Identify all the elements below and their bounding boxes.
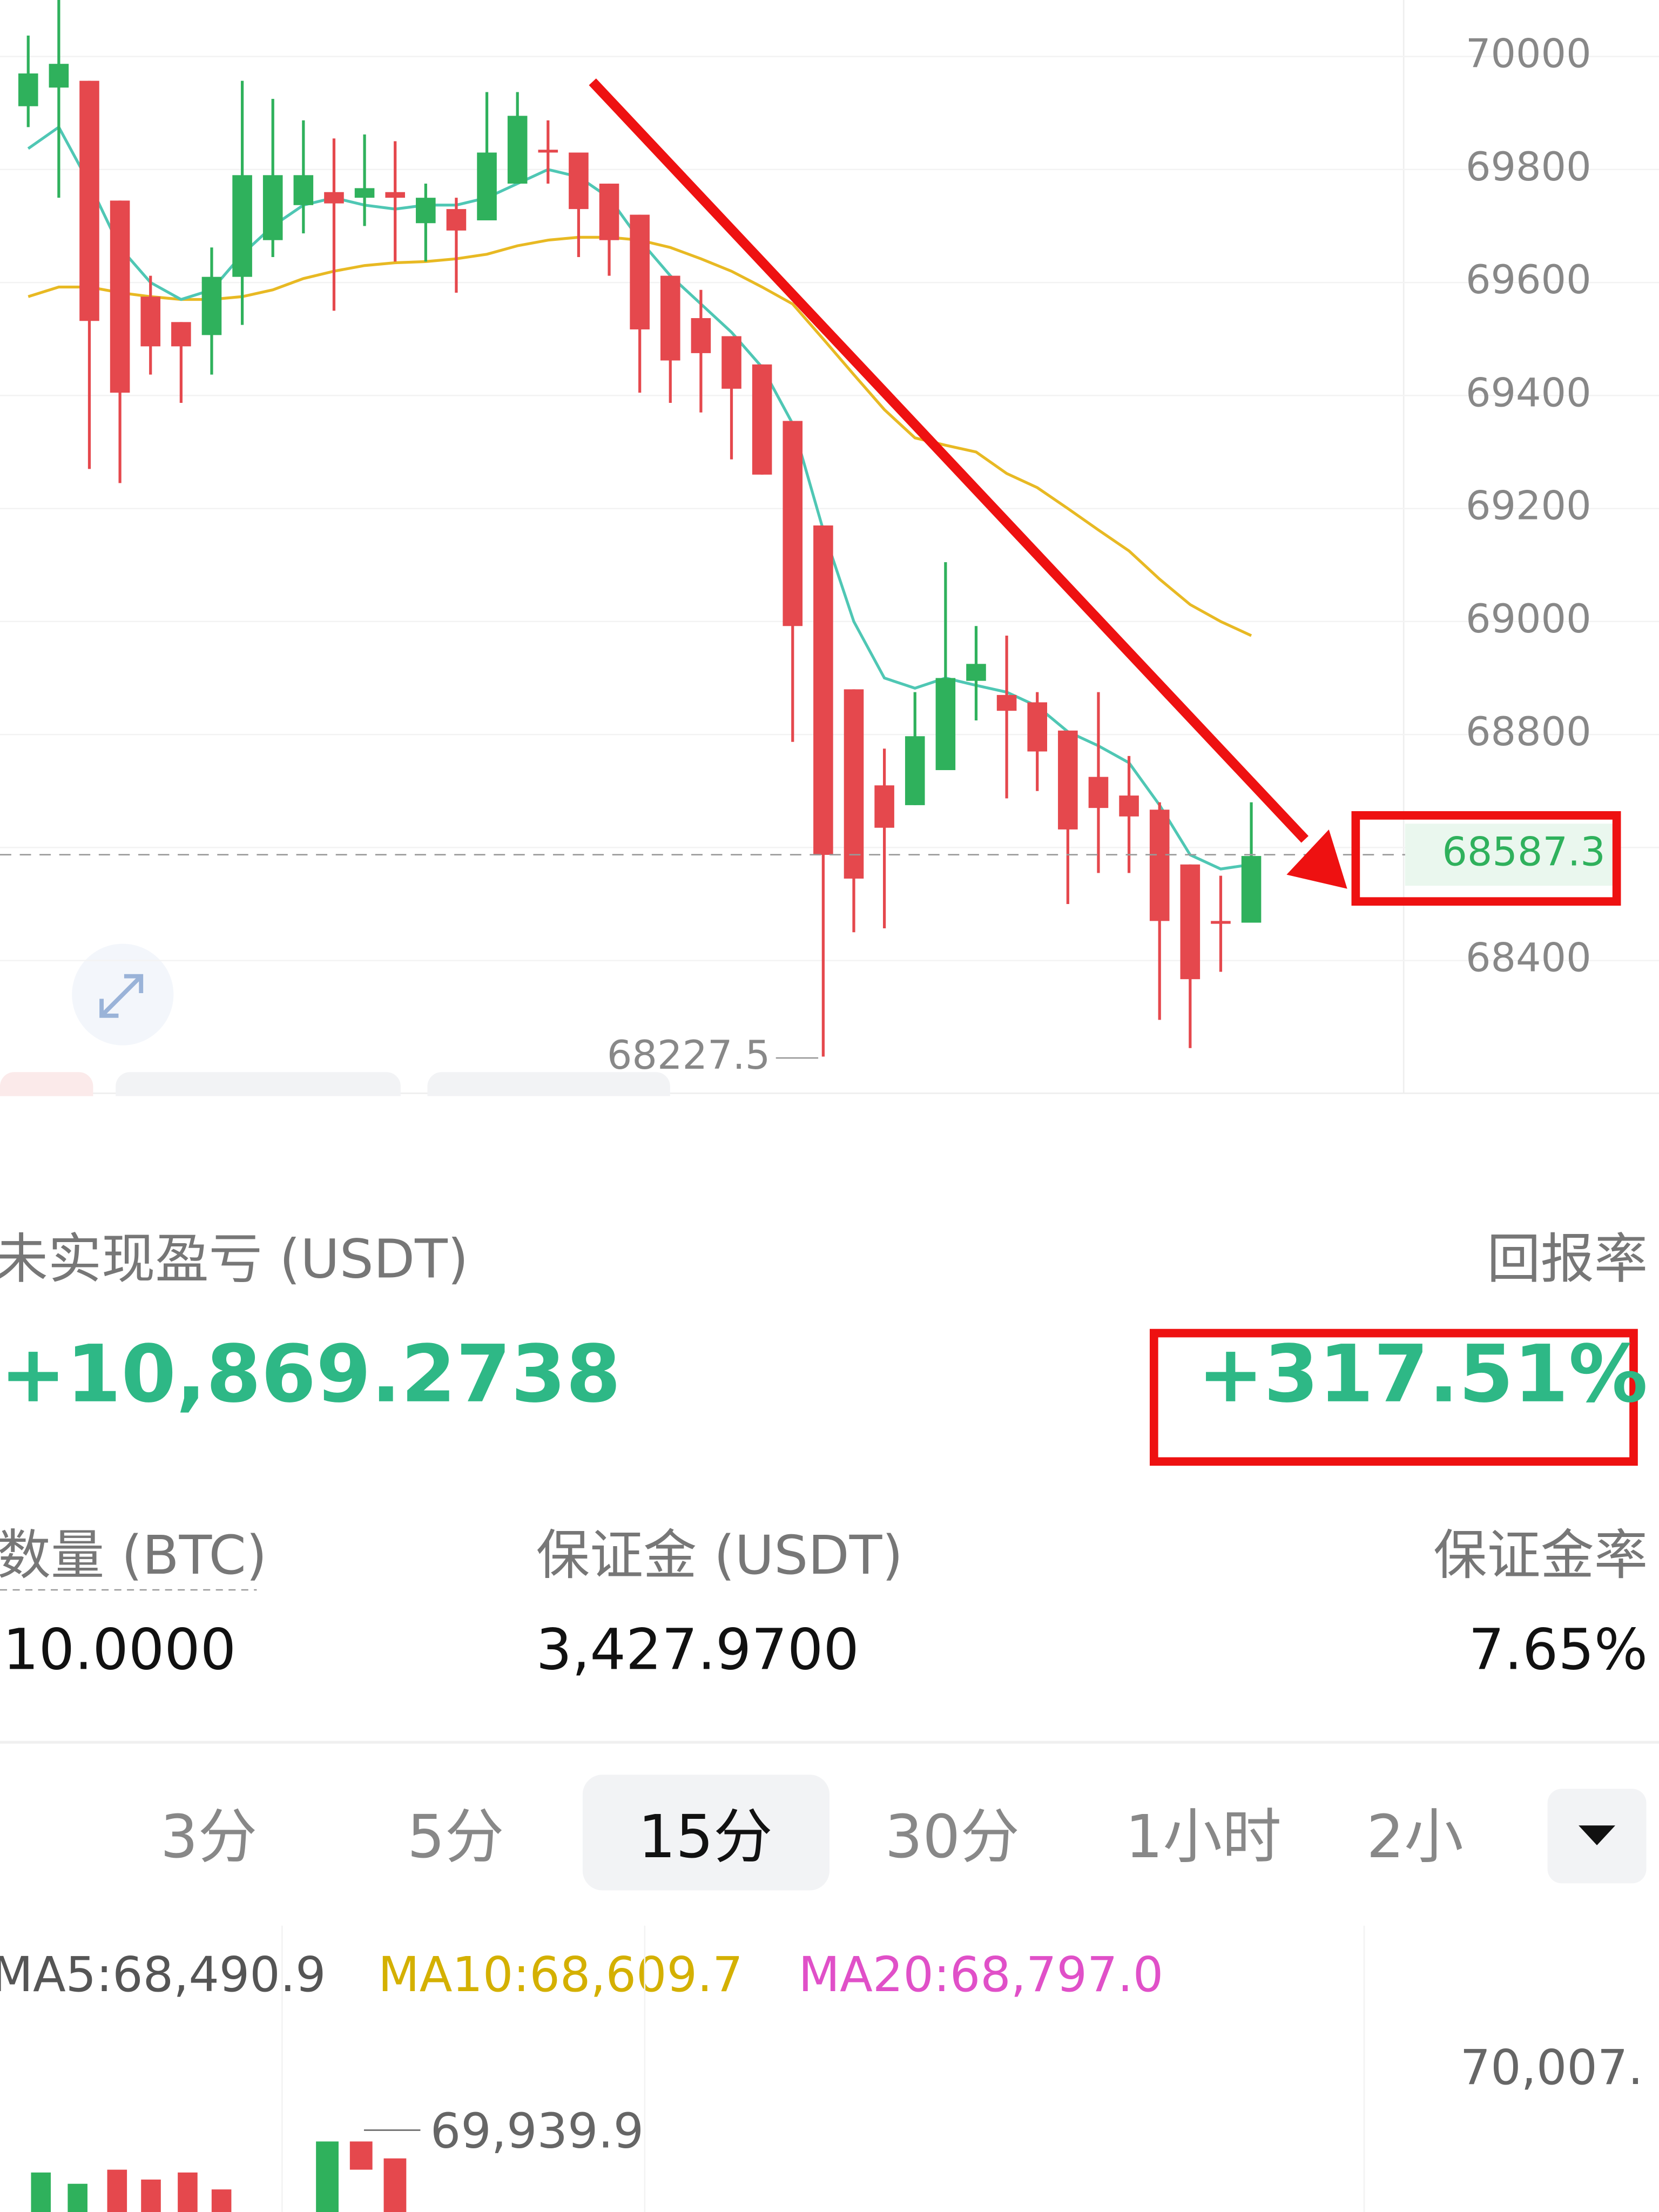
candle-body	[844, 689, 864, 879]
annotation	[589, 78, 1638, 1466]
label: 保证金 (USDT)	[536, 1525, 903, 1587]
candle-body	[721, 336, 741, 389]
candle-body	[201, 276, 222, 335]
candle-body	[507, 116, 528, 184]
candle-body	[324, 192, 344, 204]
candle-body	[752, 364, 772, 475]
price-label: 70,007.	[1460, 2040, 1643, 2095]
last-price-tag	[1405, 824, 1617, 886]
label: 未实现盈亏 (USDT)	[0, 1228, 468, 1290]
highlight-box	[1149, 1328, 1638, 1466]
candle-body	[110, 200, 130, 393]
arrow-head	[1286, 830, 1347, 889]
candle-body	[935, 678, 956, 771]
y-tick-label: 70000	[1466, 31, 1591, 77]
interval-tab[interactable]: 30分	[885, 1802, 1020, 1871]
y-tick-label: 69600	[1466, 257, 1591, 303]
last-price-label: 68587.3	[1442, 830, 1605, 875]
candle-body	[354, 188, 375, 198]
interval-tab[interactable]: 15分	[638, 1802, 772, 1871]
selected-tab-bg	[582, 1775, 830, 1891]
candle-body	[905, 736, 925, 805]
arrow-shaft	[589, 78, 1309, 843]
value: 3,427.9700	[536, 1616, 859, 1682]
value: 7.65%	[1468, 1616, 1648, 1682]
candle-body	[966, 664, 986, 681]
indicator-label: MA10:68,609.7	[378, 1947, 743, 2002]
label: 数量 (BTC)	[0, 1525, 267, 1587]
candle-body	[599, 184, 619, 240]
candle-body	[1180, 864, 1201, 980]
expand-icon	[99, 974, 144, 1018]
candle-body	[18, 73, 38, 106]
y-tick-label: 69000	[1466, 596, 1591, 642]
tool-buttons	[0, 1072, 1659, 1139]
candle-body	[416, 198, 436, 224]
pnl-value: +10,869.2738	[0, 1328, 621, 1420]
candle-body	[813, 525, 833, 855]
interval-tab[interactable]: 1小时	[1125, 1802, 1282, 1871]
candle-body	[660, 275, 680, 361]
interval-tab[interactable]: 5分	[407, 1802, 504, 1871]
candle-body	[630, 214, 650, 329]
highlight-box	[1351, 811, 1621, 906]
indicator-label: MA20:68,797.0	[799, 1947, 1164, 2002]
y-tick-label: 69200	[1466, 483, 1591, 529]
y-tick-label: 68800	[1466, 709, 1591, 755]
candle-body	[79, 80, 99, 321]
mini-candles	[31, 2141, 339, 2212]
candle-body	[569, 152, 589, 210]
position-panel: 未实现盈亏 (USDT) 回报率 +10,869.2738 +317.51% 数…	[0, 1228, 1648, 1682]
mask	[0, 1096, 1659, 1139]
candle-body	[477, 152, 497, 221]
label: 回报率	[1487, 1228, 1648, 1290]
candle-body	[1058, 730, 1078, 830]
candle-body	[874, 785, 894, 828]
interval-tab[interactable]: 2小	[1366, 1802, 1464, 1871]
candle-body	[1211, 921, 1231, 924]
candle-body	[293, 175, 314, 205]
candle-body	[1149, 810, 1170, 921]
candle-body	[1119, 795, 1139, 817]
candle-body	[1027, 702, 1048, 752]
y-tick-label: 69400	[1466, 370, 1591, 416]
candle-body	[1088, 777, 1109, 808]
candle-body	[538, 150, 558, 153]
dropdown-icon	[1579, 1825, 1616, 1845]
value: 10.0000	[3, 1616, 236, 1682]
indicator-row: MA5:68,490.9 MA10:68,609.7 MA20:68,797.0	[0, 1947, 1163, 2002]
candle-body	[49, 64, 69, 88]
candle-body	[232, 175, 252, 277]
kline-chart: 6840068600688006900069200694006960069800…	[0, 0, 1659, 1094]
candle-body	[262, 175, 283, 240]
indicator-label: MA5:68,490.9	[0, 1947, 326, 2002]
candle-body	[783, 421, 803, 626]
y-tick-label: 69800	[1466, 144, 1591, 190]
candle-body	[385, 192, 405, 198]
mini-candles	[107, 2141, 407, 2212]
candle-body	[140, 296, 161, 347]
y-tick-label: 68400	[1466, 935, 1591, 981]
roe-value: +317.51%	[1198, 1328, 1648, 1420]
label: 保证金率	[1433, 1525, 1648, 1587]
candle-body	[996, 694, 1017, 711]
candle-body	[171, 322, 191, 347]
candle-body	[1241, 856, 1262, 923]
interval-tab[interactable]: 3分	[160, 1802, 258, 1871]
candle-body	[446, 209, 467, 231]
lower-chart: 70,007. 69,939.9	[31, 1925, 1643, 2212]
candle-body	[691, 318, 711, 353]
interval-tabs: 3分 5分 15分 30分 1小时 2小	[160, 1775, 1647, 1891]
low-marker-label: 68227.5	[607, 1033, 770, 1078]
price-label: 69,939.9	[430, 2103, 644, 2159]
